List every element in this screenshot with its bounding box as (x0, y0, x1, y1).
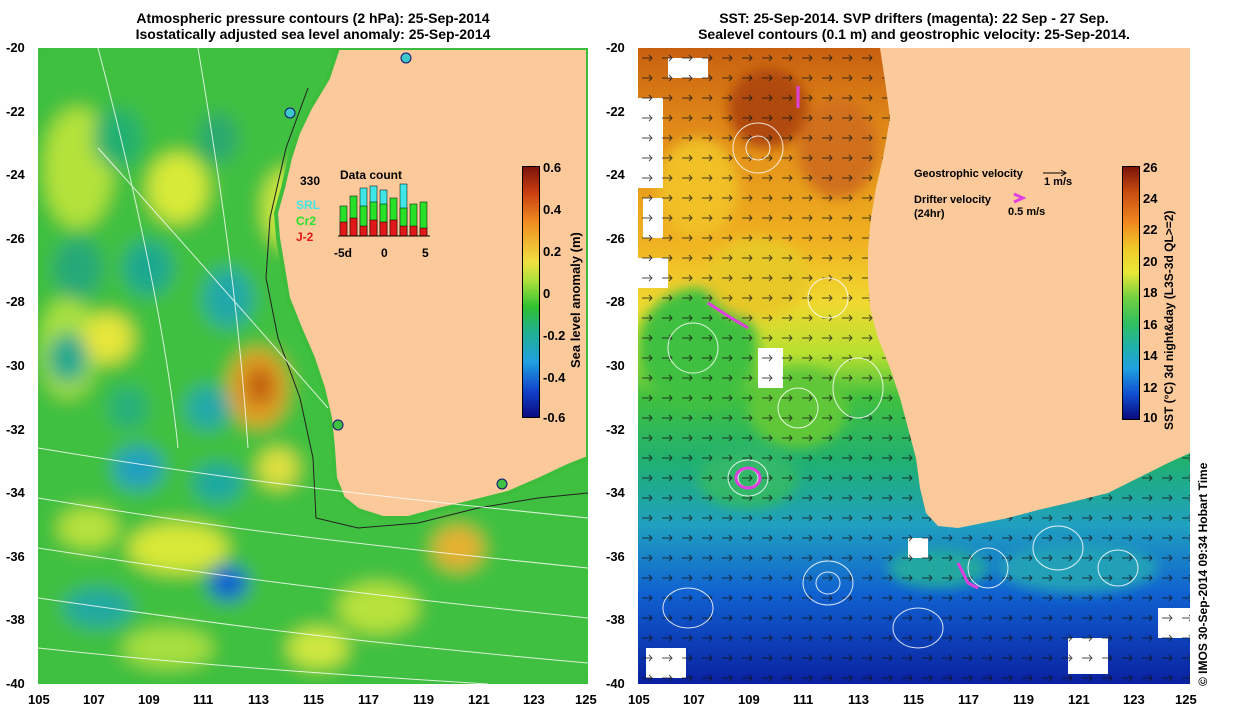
lon-tick: 105 (628, 692, 650, 707)
inset-xtick: -5d (334, 246, 352, 260)
lon-tick: 117 (358, 692, 379, 707)
right-title-line2: Sealevel contours (0.1 m) and geostrophi… (698, 26, 1130, 42)
lat-tick: -28 (606, 294, 625, 309)
australia-land (273, 48, 588, 520)
sla-cbar-tick: 0.6 (543, 160, 562, 175)
lat-tick: -38 (606, 612, 625, 627)
lat-tick: -20 (6, 40, 25, 55)
sst-cbar-tick: 16 (1143, 317, 1158, 332)
drifter-sub: (24hr) (914, 208, 945, 220)
sla-cbar-tick: 0.4 (543, 202, 562, 217)
geostrophic-label: Geostrophic velocity (914, 168, 1023, 180)
sla-cbar-tick: -0.4 (543, 370, 566, 385)
lon-tick: 105 (28, 692, 50, 707)
lat-tick: -40 (606, 676, 625, 691)
sla-cbar-tick: -0.2 (543, 328, 566, 343)
right-title-line1: SST: 25-Sep-2014. SVP drifters (magenta)… (719, 10, 1109, 26)
lat-tick: -24 (6, 167, 25, 182)
sla-cbar-tick: -0.6 (543, 410, 566, 425)
lon-tick: 125 (575, 692, 597, 707)
lat-tick: -22 (6, 104, 25, 119)
drifter-label: Drifter velocity (914, 194, 992, 206)
lon-tick: 115 (303, 692, 324, 707)
lat-tick: -32 (606, 422, 625, 437)
sea-level-anomaly-map (38, 48, 588, 684)
australia-land-sst (868, 48, 1190, 528)
lon-tick: 123 (523, 692, 545, 707)
lon-tick: 121 (1068, 692, 1090, 707)
lat-tick: -34 (606, 485, 625, 500)
left-title-line2: Isostatically adjusted sea level anomaly… (135, 26, 491, 42)
inset-xtick: 5 (422, 246, 429, 260)
sst-cbar-label: SST (°C) 3d night&day (L3S-3d QL>=2) (1162, 210, 1176, 431)
lon-tick: 113 (248, 692, 269, 707)
lat-tick: -36 (606, 549, 625, 564)
credit-text: © IMOS 30-Sep-2014 09:34 Hobart Time (1196, 462, 1210, 686)
sst-map (638, 48, 1190, 684)
lon-tick: 109 (138, 692, 160, 707)
geostrophic-scale: 1 m/s (1044, 176, 1073, 188)
lon-tick: 109 (738, 692, 760, 707)
lat-tick: -38 (6, 612, 25, 627)
sst-cbar-tick: 22 (1143, 222, 1158, 237)
drifter-arrow-icon (1013, 192, 1026, 204)
left-title-line1: Atmospheric pressure contours (2 hPa): 2… (136, 10, 490, 26)
sst-cbar-tick: 24 (1143, 191, 1158, 206)
legend-cr2: Cr2 (296, 214, 317, 228)
lat-tick: -20 (606, 40, 625, 55)
lat-tick: -28 (6, 294, 25, 309)
lat-tick: -22 (606, 104, 625, 119)
drifter-scale: 0.5 m/s (1008, 206, 1046, 218)
data-count-title: Data count (340, 168, 403, 182)
lat-tick: -30 (606, 358, 625, 373)
legend-j2: J-2 (296, 230, 314, 244)
sst-cbar-tick: 18 (1143, 285, 1158, 300)
sla-cbar-tick: 0 (543, 286, 551, 301)
legend-srl: SRL (296, 198, 320, 212)
lat-tick: -32 (6, 422, 25, 437)
sst-cbar-tick: 10 (1143, 410, 1158, 425)
data-count-bars (338, 183, 430, 237)
sla-cbar-label: Sea level anomaly (m) (568, 232, 583, 368)
lon-tick: 107 (683, 692, 705, 707)
lon-tick: 115 (903, 692, 924, 707)
lon-tick: 111 (793, 692, 814, 707)
lat-tick: -36 (6, 549, 25, 564)
sla-map-graphic (38, 48, 588, 684)
sst-cbar-tick: 20 (1143, 254, 1158, 269)
sla-cbar-tick: 0.2 (543, 244, 562, 259)
lon-tick: 107 (83, 692, 105, 707)
sst-cbar-tick: 14 (1143, 348, 1158, 363)
drifter-tracks (707, 86, 979, 590)
lat-tick: -30 (6, 358, 25, 373)
lon-tick: 119 (413, 692, 434, 707)
lon-tick: 117 (958, 692, 979, 707)
sst-cbar-tick: 26 (1143, 160, 1158, 175)
pressure-contours (38, 48, 588, 684)
geostrophic-arrow-icon (1043, 169, 1067, 177)
sst-map-graphic (638, 48, 1190, 684)
tide-gauge-markers (284, 52, 508, 490)
sealevel-contours (662, 122, 1139, 649)
lon-tick: 121 (468, 692, 490, 707)
lon-tick: 123 (1123, 692, 1145, 707)
lat-tick: -34 (6, 485, 25, 500)
lon-tick: 125 (1175, 692, 1197, 707)
sst-cbar-tick: 12 (1143, 380, 1158, 395)
lon-tick: 111 (193, 692, 214, 707)
lat-tick: -26 (606, 231, 625, 246)
lat-tick: -24 (606, 167, 625, 182)
lon-tick: 113 (848, 692, 869, 707)
lon-tick: 119 (1013, 692, 1034, 707)
lat-tick: -40 (6, 676, 25, 691)
data-count-total: 330 (300, 174, 321, 188)
lat-tick: -26 (6, 231, 25, 246)
inset-xtick: 0 (381, 246, 388, 260)
